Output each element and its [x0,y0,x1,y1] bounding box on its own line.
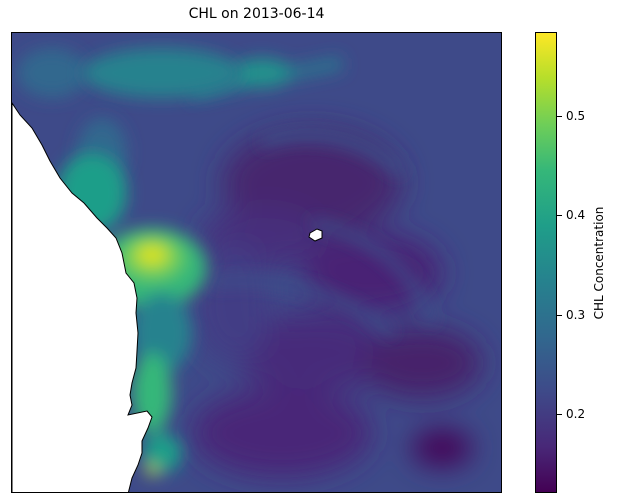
colorbar-tick [557,314,562,316]
colorbar-tick [557,215,562,217]
colorbar-tick [557,413,562,415]
map-title: CHL on 2013-06-14 [188,6,325,22]
map-panel [11,32,502,493]
low-chl-patches [192,128,482,478]
small-island [308,228,323,242]
colorbar [535,32,557,493]
land-coastline [12,102,153,492]
colorbar-tick [557,116,562,118]
colorbar-tick-label: 0.4 [566,208,586,223]
colorbar-tick-label: 0.5 [566,109,586,124]
colorbar-tick-label: 0.2 [566,406,586,421]
chl-map-svg [12,33,501,492]
colorbar-tick-label: 0.3 [566,307,586,322]
colorbar-label: CHL Concentration [592,206,606,320]
